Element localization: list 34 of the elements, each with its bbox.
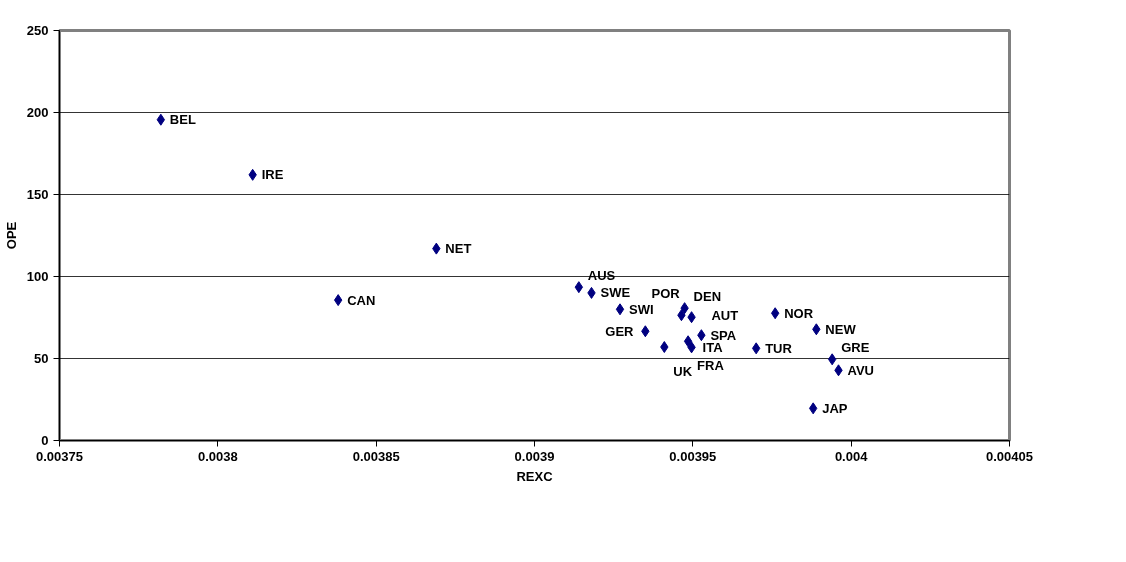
x-tick-label: 0.00385 — [352, 448, 400, 464]
y-axis-title: OPE — [3, 221, 19, 250]
annotation: SWI — [629, 301, 654, 317]
annotation: AUT — [711, 307, 739, 323]
x-tick-label: 0.00395 — [669, 448, 717, 464]
annotation: GER — [605, 323, 635, 339]
annotation: JAP — [822, 400, 848, 416]
annotation: NEW — [825, 321, 857, 337]
y-tick-label: 150 — [26, 187, 49, 202]
y-tick-label: 100 — [26, 269, 49, 284]
annotation: BEL — [169, 112, 196, 128]
y-tick-label: 0 — [41, 433, 49, 448]
annotation: NET — [445, 241, 472, 257]
annotation: AVU — [847, 362, 874, 378]
annotation: POR — [651, 285, 681, 301]
annotation: CAN — [347, 292, 376, 308]
annotation: IRE — [261, 167, 284, 183]
y-tick-label: 50 — [34, 351, 49, 366]
y-tick-label: 200 — [26, 105, 49, 120]
annotation: UK — [673, 363, 693, 379]
annotation: DEN — [693, 288, 722, 304]
x-axis-title: REXC — [516, 468, 554, 484]
x-tick-label: 0.00405 — [986, 448, 1033, 464]
x-tick-label: 0.004 — [834, 448, 869, 464]
point — [615, 303, 625, 316]
x-tick-label: 0.00375 — [36, 448, 83, 464]
annotation: FRA — [697, 357, 725, 373]
annotation: SWE — [600, 285, 631, 301]
x-tick-label: 0.0038 — [197, 448, 238, 464]
y-tick-label: 250 — [26, 23, 49, 38]
annotation: TUR — [765, 340, 793, 356]
x-tick-label: 0.0039 — [514, 448, 555, 464]
annotation: NOR — [784, 305, 814, 321]
annotation: GRE — [841, 339, 870, 355]
